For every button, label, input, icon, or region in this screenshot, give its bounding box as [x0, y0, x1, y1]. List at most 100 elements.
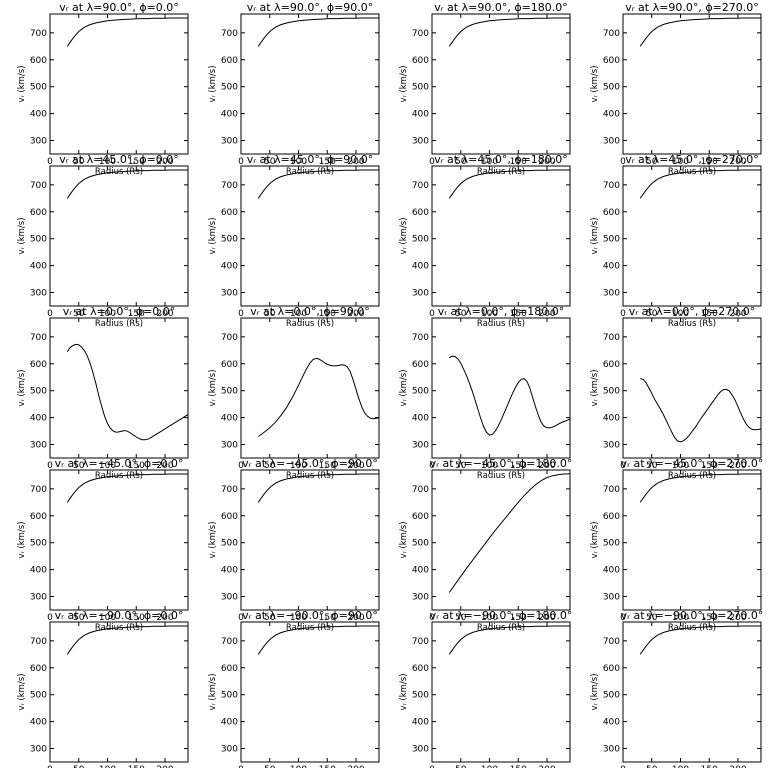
y-tick-label: 600: [30, 360, 47, 370]
y-tick-label: 600: [412, 664, 429, 674]
plot-frame: [49, 13, 189, 155]
y-tick-label: 300: [412, 593, 429, 603]
velocity-line: [257, 625, 379, 655]
velocity-line: [66, 169, 188, 199]
y-axis-label: vᵣ (km/s): [208, 673, 218, 710]
chart-title: vᵣ at λ=−90.0°, ϕ=180.0°: [430, 609, 573, 622]
plot-frame: [49, 469, 189, 611]
x-tick-label: 0: [429, 613, 435, 623]
x-tick-label: 0: [238, 613, 244, 623]
x-tick-label: 200: [156, 613, 173, 623]
y-tick-label: 300: [30, 745, 47, 755]
x-tick-label: 0: [47, 613, 53, 623]
y-tick-label: 400: [603, 414, 620, 424]
y-axis-label: vᵣ (km/s): [17, 673, 27, 710]
x-tick-label: 150: [128, 765, 145, 768]
chart-title: vᵣ at λ=0.0°, ϕ=0.0°: [63, 305, 176, 318]
plot-frame: [49, 317, 189, 459]
velocity-line: [257, 473, 379, 503]
velocity-line: [66, 473, 188, 503]
x-tick-label: 50: [264, 613, 276, 623]
x-tick-label: 150: [319, 765, 336, 768]
x-tick-label: 200: [347, 461, 364, 471]
y-axis-label: vᵣ (km/s): [399, 369, 409, 406]
x-tick-label: 50: [455, 157, 467, 167]
y-tick-label: 500: [221, 235, 238, 245]
y-tick-label: 400: [221, 718, 238, 728]
plot-frame: [622, 317, 762, 459]
x-tick-label: 100: [290, 461, 307, 471]
y-axis-label: vᵣ (km/s): [590, 673, 600, 710]
x-tick-label: 50: [455, 461, 467, 471]
x-tick-label: 200: [156, 309, 173, 319]
chart-title: vᵣ at λ=45.0°, ϕ=180.0°: [434, 153, 568, 166]
y-tick-label: 600: [30, 56, 47, 66]
y-tick-label: 600: [221, 360, 238, 370]
chart-panel-10: vᵣ at λ=0.0°, ϕ=90.0° 0 50 100 150 200 300 400 5…: [208, 305, 380, 481]
y-tick-label: 400: [30, 566, 47, 576]
x-tick-label: 200: [538, 309, 555, 319]
y-axis-label: vᵣ (km/s): [399, 65, 409, 102]
chart-panel-20: vᵣ at λ=−90.0°, ϕ=270.0°0501001502003004…: [590, 609, 763, 768]
x-tick-label: 50: [73, 765, 85, 768]
x-tick-label: 0: [429, 765, 435, 768]
chart-panel-3: vᵣ at λ=90.0°, ϕ=180.0° 0 50 100 150 200 300 40…: [399, 1, 571, 177]
x-tick-label: 150: [510, 613, 527, 623]
y-tick-label: 400: [221, 262, 238, 272]
velocity-line: [639, 625, 761, 655]
x-tick-label: 50: [73, 309, 85, 319]
x-tick-label: 100: [290, 613, 307, 623]
x-tick-label: 50: [73, 461, 85, 471]
x-tick-label: 100: [672, 613, 689, 623]
x-tick-label: 200: [729, 613, 746, 623]
chart-title: vᵣ at λ=45.0°, ϕ=90.0°: [247, 153, 374, 166]
y-tick-label: 700: [603, 637, 620, 647]
x-tick-label: 100: [672, 157, 689, 167]
y-tick-label: 700: [412, 29, 429, 39]
plot-frame: [240, 469, 380, 611]
x-tick-label: 0: [238, 309, 244, 319]
chart-panel-2: vᵣ at λ=90.0°, ϕ=90.0° 0 50 100 150 200 300 400…: [208, 1, 380, 177]
y-tick-label: 700: [221, 333, 238, 343]
x-tick-label: 150: [510, 309, 527, 319]
velocity-line: [257, 169, 379, 199]
x-tick-label: 50: [455, 613, 467, 623]
chart-panel-9: vᵣ at λ=0.0°, ϕ=0.0° 0 50 100 150 200 300 400 50…: [17, 305, 189, 481]
chart-title: vᵣ at λ=0.0°, ϕ=180.0°: [438, 305, 565, 318]
x-tick-label: 150: [128, 613, 145, 623]
x-tick-label: 150: [319, 157, 336, 167]
y-tick-label: 700: [221, 637, 238, 647]
y-tick-label: 700: [603, 29, 620, 39]
y-tick-label: 300: [603, 441, 620, 451]
y-tick-label: 300: [603, 137, 620, 147]
x-tick-label: 200: [156, 765, 173, 768]
y-tick-label: 600: [30, 208, 47, 218]
chart-title: vᵣ at λ=−45.0°, ϕ=270.0°: [621, 457, 764, 470]
x-tick-label: 0: [47, 309, 53, 319]
y-tick-label: 600: [221, 664, 238, 674]
y-axis-label: vᵣ (km/s): [399, 521, 409, 558]
velocity-line: [449, 355, 571, 436]
x-tick-label: 100: [99, 765, 116, 768]
y-tick-label: 400: [603, 566, 620, 576]
chart-panel-6: vᵣ at λ=45.0°, ϕ=90.0°0 50 100 150 200300400…: [208, 153, 380, 329]
plot-frame: [240, 13, 380, 155]
y-tick-label: 700: [30, 333, 47, 343]
y-tick-label: 400: [30, 110, 47, 120]
y-tick-label: 600: [603, 664, 620, 674]
x-tick-label: 0: [238, 765, 244, 768]
x-tick-label: 50: [264, 309, 276, 319]
x-tick-label: 200: [347, 157, 364, 167]
x-tick-label: 0: [47, 765, 53, 768]
chart-panel-4: vᵣ at λ=90.0°, ϕ=270.0° 0 50 100 150 200 300 40…: [590, 1, 762, 177]
x-tick-label: 50: [455, 765, 467, 768]
y-tick-label: 700: [412, 485, 429, 495]
plot-frame: [622, 469, 762, 611]
y-tick-label: 700: [30, 485, 47, 495]
x-tick-label: 150: [510, 157, 527, 167]
plot-frame: [431, 621, 571, 763]
chart-panel-18: vᵣ at λ=−90.0°, ϕ=90.0°05010015020030040…: [208, 609, 380, 768]
x-tick-label: 200: [538, 461, 555, 471]
y-tick-label: 500: [30, 235, 47, 245]
